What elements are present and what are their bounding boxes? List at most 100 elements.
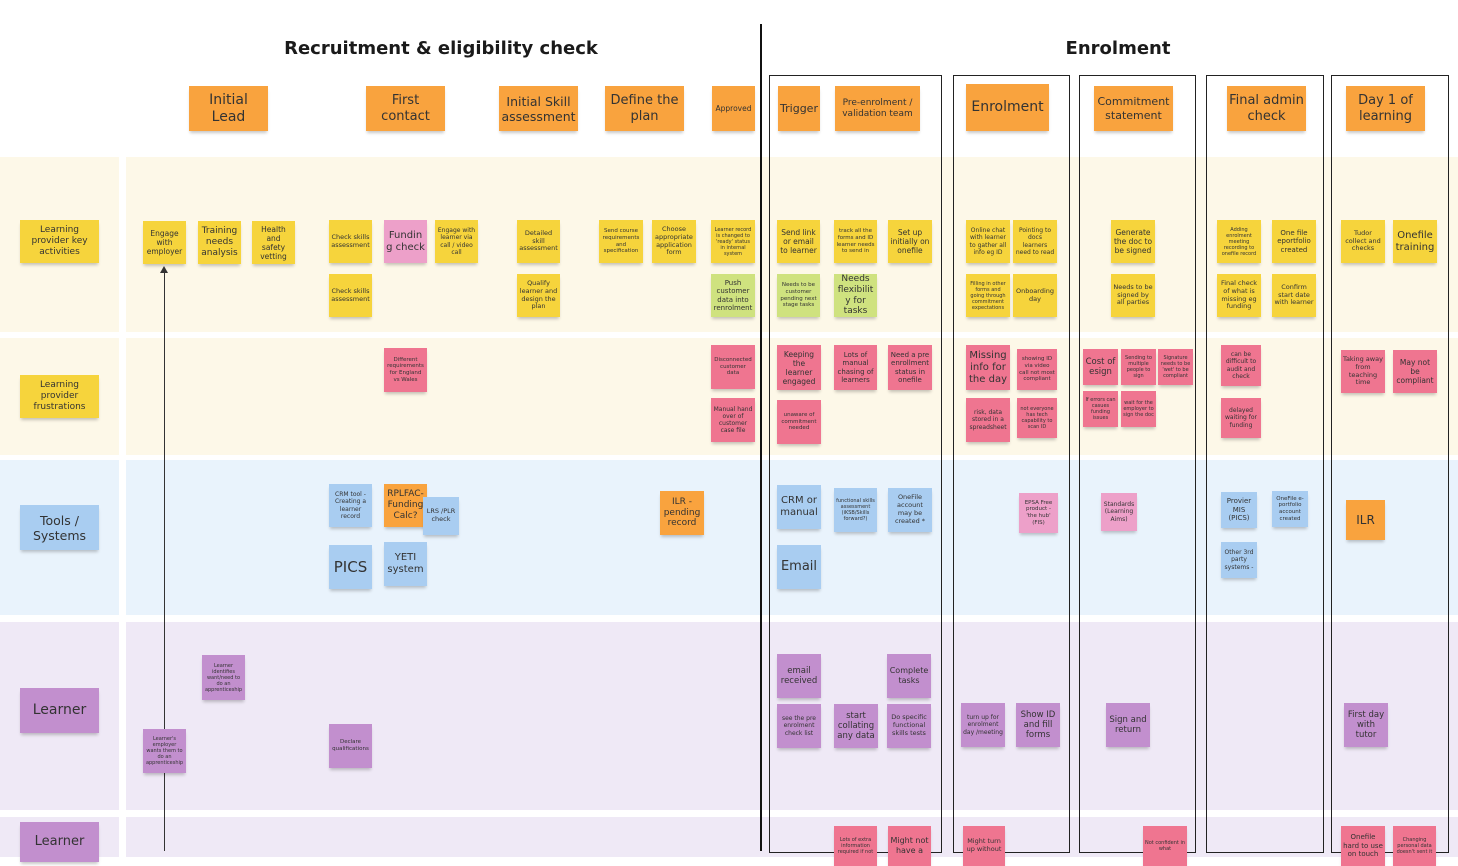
sticky-note[interactable]: Other 3rd party systems - (1221, 542, 1257, 578)
sticky-note[interactable]: Do specific functional skills tests (887, 704, 931, 748)
row-label-note[interactable]: Learning provider frustrations (20, 375, 99, 418)
sticky-note[interactable]: Needs flexibility for tasks (834, 274, 877, 317)
stage-header-note[interactable]: Commitment statement (1094, 86, 1173, 131)
sticky-note[interactable]: Send link or email to learner (777, 220, 820, 263)
sticky-note[interactable]: Taking away from teaching time (1341, 350, 1385, 393)
sticky-note[interactable]: email received (777, 654, 821, 698)
stage-header-note[interactable]: Trigger (778, 86, 820, 131)
sticky-note[interactable]: Signature needs to be 'wet' to be compli… (1158, 349, 1193, 385)
sticky-note[interactable]: ILR - pending record (660, 491, 704, 535)
sticky-note[interactable]: showing ID via video call not most compl… (1017, 349, 1057, 390)
sticky-note[interactable]: Learner's employer wants them to do an a… (143, 729, 186, 773)
sticky-note[interactable]: Different requirements for England vs Wa… (384, 348, 427, 392)
sticky-note[interactable]: One file eportfolio created (1272, 220, 1316, 263)
sticky-note[interactable]: Learner identifies want/need to do an ap… (202, 655, 245, 700)
sticky-note[interactable]: Declare qualifications (329, 724, 372, 768)
sticky-note[interactable]: Pointing to docs learners need to read (1013, 220, 1057, 263)
sticky-note[interactable]: Changing personal data doesn't sent it (1393, 826, 1436, 866)
sticky-note[interactable]: Sending to multiple people to sign (1121, 349, 1156, 385)
sticky-note[interactable]: Confirm start date with learner (1272, 274, 1316, 317)
sticky-note[interactable]: Complete tasks (887, 654, 931, 698)
sticky-note[interactable]: track all the forms and ID learner needs… (834, 220, 877, 263)
sticky-note[interactable]: ILR (1346, 500, 1385, 540)
sticky-note[interactable]: Provier MIS (PICS) (1221, 492, 1257, 528)
sticky-note[interactable]: PICS (329, 545, 372, 589)
sticky-note[interactable]: Lots of manual chasing of learners (834, 345, 877, 390)
sticky-note[interactable]: Push customer data into renrolment (711, 274, 755, 317)
row-label-note[interactable]: Learning provider key activities (20, 220, 99, 263)
row-label-note[interactable]: Learner (20, 822, 99, 862)
sticky-note[interactable]: Online chat with learner to gather all i… (966, 220, 1010, 263)
sticky-note[interactable]: Onefile hard to use on touch (1341, 826, 1385, 866)
stage-header-note[interactable]: Final admin check (1227, 86, 1306, 131)
sticky-note[interactable]: Not confident in what (1143, 826, 1187, 866)
sticky-note[interactable]: Email (777, 545, 821, 589)
stage-header-note[interactable]: First contact (366, 86, 445, 131)
stage-header-note[interactable]: Enrolment (966, 84, 1049, 131)
sticky-note[interactable]: OneFile e-portfolio account created (1272, 491, 1308, 527)
sticky-note[interactable]: First day with tutor (1344, 703, 1388, 747)
sticky-note[interactable]: Send course requirements and specificati… (599, 220, 643, 263)
sticky-note[interactable]: Show ID and fill forms (1016, 703, 1060, 747)
sticky-note[interactable]: Choose appropriate application form (652, 220, 696, 263)
sticky-note[interactable]: not everyone has tech capability to scan… (1017, 398, 1057, 438)
sticky-note[interactable]: OneFile account may be created * (888, 488, 932, 532)
sticky-note[interactable]: delayed waiting for funding (1221, 398, 1261, 438)
sticky-note[interactable]: LRS /PLR check (423, 497, 459, 535)
sticky-note[interactable]: Disconnected customer data (711, 345, 755, 389)
sticky-note[interactable]: Manual hand over of customer case file (711, 398, 755, 442)
sticky-note[interactable]: EPSA Free product - 'the hub' (FIS) (1019, 493, 1058, 533)
sticky-note[interactable]: Engage with learner via call / video cal… (435, 220, 478, 263)
sticky-note[interactable]: Final check of what is missing eg fundin… (1217, 274, 1261, 317)
sticky-note[interactable]: Check skills assessment (329, 220, 372, 263)
sticky-note[interactable]: Needs to be customer pending next stage … (777, 274, 820, 317)
row-label-note[interactable]: Learner (20, 688, 99, 733)
sticky-note[interactable]: Check skills assessment (329, 274, 372, 317)
sticky-note[interactable]: start collating any data (834, 704, 878, 748)
sticky-note[interactable]: Cost of esign (1083, 349, 1118, 385)
sticky-note[interactable]: turn up for enrolment day /meeting (961, 703, 1005, 747)
sticky-note[interactable]: Funding check (384, 220, 427, 263)
sticky-note[interactable]: Adding enrolment meeting recording to on… (1217, 220, 1261, 263)
sticky-note[interactable]: Learner record is changed to 'ready' sta… (711, 220, 755, 263)
sticky-note[interactable]: Tudor collect and checks (1341, 220, 1385, 263)
sticky-note[interactable]: Need a pre enrollment status in onefile (888, 345, 932, 390)
sticky-note[interactable]: Needs to be signed by all parties (1111, 274, 1155, 317)
sticky-note[interactable]: functional skills assessment (iKSB/Skill… (834, 488, 877, 532)
sticky-note[interactable]: Training needs analysis (198, 221, 241, 264)
sticky-note[interactable]: RPLFAC- Funding Calc? (384, 484, 427, 527)
sticky-note[interactable]: unaware of commitment needed (777, 400, 821, 444)
sticky-note[interactable]: Might not have a (888, 826, 931, 866)
stage-header-note[interactable]: Pre-enrolment / validation team (835, 86, 920, 131)
stage-header-note[interactable]: Define the plan (605, 86, 684, 131)
sticky-note[interactable]: Standards (Learning Aims) (1101, 493, 1137, 531)
stage-header-note[interactable]: Approved (712, 86, 755, 131)
sticky-note[interactable]: Filling in other forms and going through… (966, 274, 1010, 317)
sticky-note[interactable]: Generate the doc to be signed (1111, 220, 1155, 263)
sticky-note[interactable]: Keeping the learner engaged (777, 345, 821, 390)
sticky-note[interactable]: can be difficult to audit and check (1221, 345, 1261, 386)
sticky-note[interactable]: Set up initially on onefile (888, 220, 932, 263)
sticky-note[interactable]: Engage with employer (143, 221, 186, 264)
stage-header-note[interactable]: Day 1 of learning (1346, 86, 1425, 131)
sticky-note[interactable]: Might turn up without (963, 826, 1005, 866)
sticky-note[interactable]: YETI system (384, 542, 427, 586)
sticky-note[interactable]: Onboarding day (1013, 274, 1057, 317)
sticky-note[interactable]: CRM tool - Creating a learner record (329, 484, 372, 527)
sticky-note[interactable]: Lots of extra information required if no… (834, 826, 877, 866)
stage-header-note[interactable]: Initial Skill assessment (499, 86, 578, 131)
sticky-note[interactable]: wait for the employer to sign the doc (1121, 391, 1156, 427)
sticky-note[interactable]: Detailed skill assessment (517, 220, 560, 263)
sticky-note[interactable]: Missing info for the day (966, 345, 1010, 390)
sticky-note[interactable]: Sign and return (1106, 703, 1150, 747)
sticky-note[interactable]: Onefile training (1393, 220, 1437, 263)
sticky-note[interactable]: Health and safety vetting (252, 221, 295, 264)
sticky-note[interactable]: CRM or manual (777, 485, 821, 529)
sticky-note[interactable]: May not be compliant (1393, 350, 1437, 393)
row-label-note[interactable]: Tools / Systems (20, 505, 99, 550)
sticky-note[interactable]: If errors can casues funding issues (1083, 391, 1118, 427)
sticky-note[interactable]: see the pre enrolment check list (777, 704, 821, 748)
sticky-note[interactable]: Qualify learner and design the plan (517, 274, 560, 317)
stage-header-note[interactable]: Initial Lead (189, 86, 268, 131)
sticky-note[interactable]: risk, data stored in a spreadsheet (966, 398, 1010, 442)
